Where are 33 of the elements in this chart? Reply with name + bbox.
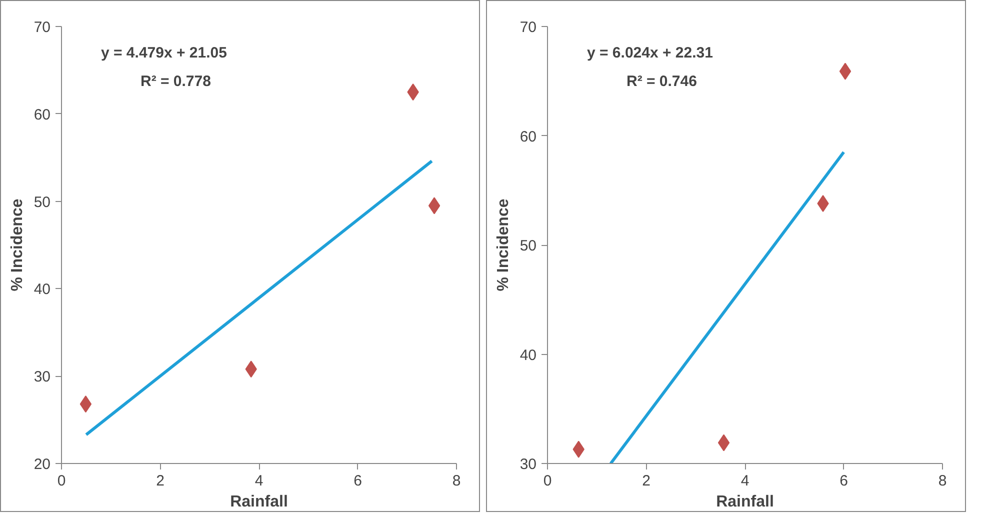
x-tick-label: 0 [57,472,66,490]
y-axis-title: % Incidence [8,198,26,292]
annotation: y = 4.479x + 21.05 [101,44,227,62]
point [839,62,852,80]
annotation: R² = 0.746 [626,72,697,90]
point [718,434,730,452]
y-tick-label: 50 [520,238,537,254]
y-axis-title: % Incidence [494,198,512,292]
x-tick-label: 2 [156,472,164,490]
y-tick-label: 70 [34,19,51,36]
point [428,197,440,214]
x-tick-label: 4 [740,472,750,490]
y-tick-label: 30 [34,368,51,386]
y-tick-label: 20 [34,456,51,473]
y-tick-label: 70 [520,19,537,36]
x-tick-label: 4 [254,472,264,490]
annotation: R² = 0.778 [140,72,211,90]
x-axis-title: Rainfall [716,494,774,510]
y-tick-label: 60 [520,128,537,146]
y-tick-label: 30 [520,456,537,473]
point [80,396,92,413]
x-tick-label: 6 [840,472,848,490]
y-tick-label: 60 [34,106,51,124]
y-tick-label: 40 [520,346,537,364]
x-tick-label: 6 [354,472,362,490]
x-tick-label: 8 [938,472,947,490]
y-tick-label: 50 [34,194,51,211]
y-tick-label: 40 [34,281,51,298]
x-tick-label: 0 [543,472,552,490]
x-tick-label: 8 [452,472,461,490]
x-tick-label: 2 [642,472,650,490]
x-axis-title: Rainfall [230,494,288,510]
annotation: y = 6.024x + 22.31 [587,44,713,62]
